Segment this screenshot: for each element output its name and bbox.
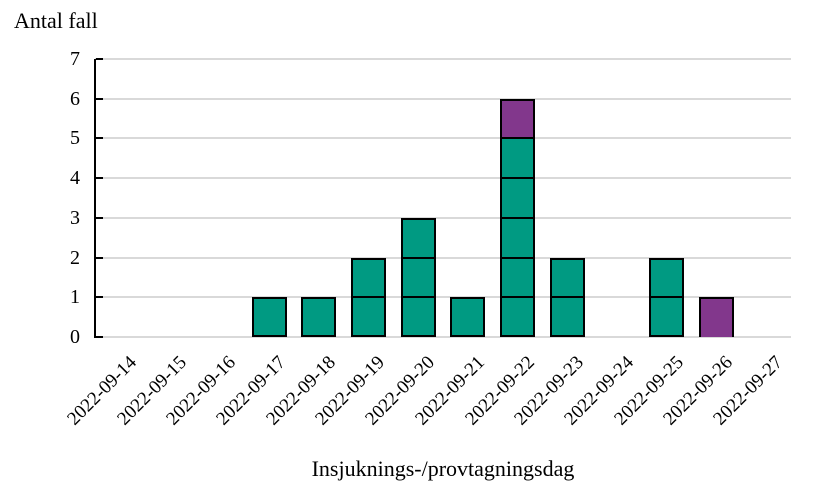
- bar-2022-09-22: [500, 98, 536, 337]
- cell-divider: [402, 296, 434, 299]
- bar-2022-09-19: [350, 257, 386, 337]
- bar-2022-09-20: [400, 217, 436, 337]
- bar-2022-09-18: [301, 297, 337, 337]
- gridline-y0: [95, 336, 791, 338]
- bar-2022-09-23: [549, 257, 585, 337]
- y-axis-tick-1: [96, 296, 103, 299]
- y-tick-label-7: 7: [70, 48, 80, 70]
- y-tick-label-4: 4: [70, 167, 80, 190]
- gridline-y4: [95, 177, 791, 180]
- y-axis-tick-6: [96, 97, 103, 100]
- gridline-y5: [95, 137, 791, 140]
- y-axis-tick-4: [96, 177, 103, 180]
- plot-area: [95, 58, 791, 338]
- y-axis-tick-3: [96, 216, 103, 219]
- y-tick-label-5: 5: [70, 127, 80, 150]
- y-axis-tick-5: [96, 137, 103, 140]
- y-axis-line: [94, 59, 96, 338]
- y-tick-label-3: 3: [70, 206, 80, 229]
- bar-segment-purple-cases-2022-09-26: [700, 299, 732, 337]
- gridline-y6: [95, 97, 791, 100]
- y-axis-title: Antal fall: [14, 8, 98, 33]
- cell-divider: [502, 177, 534, 180]
- bar-2022-09-21: [450, 297, 486, 337]
- gridline-y1: [95, 296, 791, 299]
- x-axis-title: Insjuknings-/provtagningsdag: [311, 456, 575, 481]
- y-axis-tick-2: [96, 256, 103, 259]
- y-tick-label-6: 6: [70, 87, 80, 110]
- y-tick-label-1: 1: [70, 286, 80, 309]
- cell-divider: [502, 137, 534, 140]
- cell-divider: [402, 256, 434, 259]
- bar-2022-09-26: [698, 297, 734, 337]
- cell-divider: [502, 216, 534, 219]
- cell-divider: [352, 296, 384, 299]
- y-tick-label-0: 0: [70, 326, 80, 348]
- cell-divider: [502, 296, 534, 299]
- gridline-y7: [95, 58, 791, 60]
- y-axis-tick-0: [96, 336, 103, 338]
- y-tick-label-2: 2: [70, 246, 80, 269]
- gridline-y2: [95, 256, 791, 259]
- y-axis-tick-7: [96, 58, 103, 60]
- bar-2022-09-17: [251, 297, 287, 337]
- bar-segment-purple-cases-2022-09-22: [502, 100, 534, 139]
- cell-divider: [502, 256, 534, 259]
- bar-2022-09-25: [649, 257, 685, 337]
- gridline-y3: [95, 216, 791, 219]
- cell-divider: [651, 296, 683, 299]
- cell-divider: [551, 296, 583, 299]
